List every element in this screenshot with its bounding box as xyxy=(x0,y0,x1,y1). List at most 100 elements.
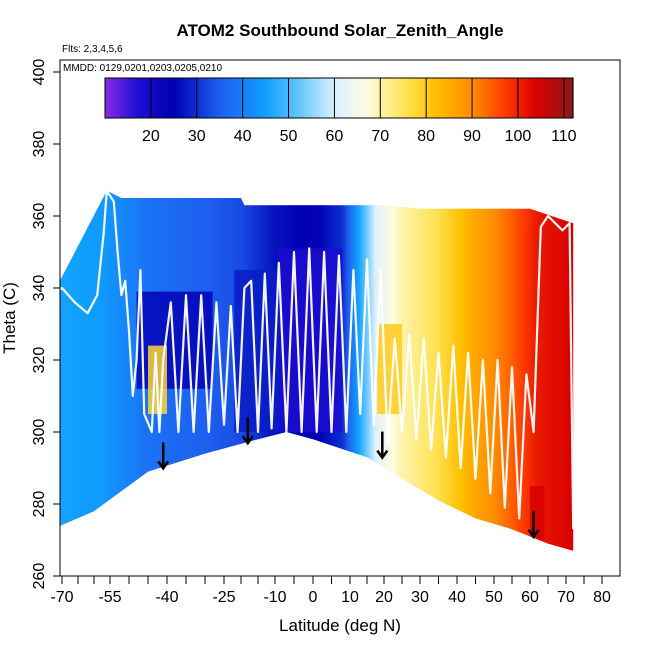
data-strip xyxy=(549,190,553,551)
colorbar-segment xyxy=(137,78,141,118)
colorbar-tick-label: 20 xyxy=(142,128,160,145)
flights-note: Flts: 2,3,4,5,6 xyxy=(62,44,123,55)
data-strip xyxy=(537,190,540,551)
data-strip xyxy=(553,190,556,551)
data-strip xyxy=(368,190,371,551)
colorbar-segment xyxy=(233,78,237,118)
data-strip xyxy=(108,190,111,551)
colorbar-segment xyxy=(364,78,368,118)
data-strip xyxy=(486,190,490,551)
colorbar-segment xyxy=(263,78,267,118)
colorbar-segment xyxy=(256,78,260,118)
colorbar-segment xyxy=(196,78,200,118)
data-strip xyxy=(224,190,227,551)
colorbar-segment xyxy=(446,78,450,118)
data-strip xyxy=(492,190,495,551)
colorbar-segment xyxy=(189,78,193,118)
colorbar-segment xyxy=(240,78,244,118)
colorbar-segment xyxy=(355,78,358,118)
data-strip xyxy=(434,190,438,551)
colorbar-segment xyxy=(228,78,232,118)
data-strip xyxy=(76,190,79,551)
data-strip xyxy=(431,190,434,551)
data-strip xyxy=(562,190,565,551)
colorbar-segment xyxy=(396,78,400,118)
data-strip xyxy=(73,190,76,551)
flight-tracks xyxy=(60,189,575,530)
colorbar: 20 30 40 50 60 70 80 90 100 110 xyxy=(104,77,577,145)
colorbar-segment xyxy=(251,78,255,118)
data-strip xyxy=(60,190,63,551)
data-strip xyxy=(123,190,126,551)
data-strip xyxy=(542,190,545,551)
colorbar-segment xyxy=(504,78,508,118)
colorbar-segment xyxy=(300,78,303,118)
colorbar-segment xyxy=(316,78,319,118)
data-strip xyxy=(521,190,524,551)
colorbar-segment xyxy=(160,78,163,118)
colorbar-segment xyxy=(107,78,111,118)
colorbar-segment xyxy=(405,78,409,118)
data-strip xyxy=(367,190,370,551)
data-strip xyxy=(402,190,405,551)
colorbar-segment xyxy=(116,78,120,118)
data-strip xyxy=(558,190,562,551)
colorbar-segment xyxy=(212,78,216,118)
colorbar-segment xyxy=(199,78,202,118)
data-strip xyxy=(65,190,68,551)
colorbar-segment xyxy=(155,78,159,118)
colorbar-segment xyxy=(536,78,540,118)
x-tick-label: -55 xyxy=(98,589,121,606)
data-strip xyxy=(132,190,136,551)
colorbar-segment xyxy=(265,78,269,118)
colorbar-segment xyxy=(352,78,356,118)
y-tick-label: 380 xyxy=(31,131,48,158)
colorbar-segment xyxy=(456,78,459,118)
data-strip xyxy=(358,190,361,551)
colorbar-segment xyxy=(176,78,180,118)
data-strip xyxy=(353,190,356,551)
data-strip xyxy=(464,190,467,551)
colorbar-segment xyxy=(345,78,349,118)
data-strip xyxy=(103,190,106,551)
colorbar-segment xyxy=(460,78,464,118)
colorbar-segment xyxy=(403,78,407,118)
data-strip xyxy=(475,190,478,551)
data-strip xyxy=(62,190,65,551)
y-axis: 260 280 300 320 340 360 380 400 xyxy=(31,59,60,589)
x-tick-label: 0 xyxy=(309,589,318,606)
data-strip xyxy=(432,190,436,551)
colorbar-segment xyxy=(437,78,441,118)
colorbar-segment xyxy=(270,78,274,118)
colorbar-segment xyxy=(288,78,292,118)
x-axis-label: Latitude (deg N) xyxy=(279,616,401,635)
colorbar-segment xyxy=(391,78,395,118)
colorbar-segment xyxy=(478,78,482,118)
data-strip xyxy=(557,190,560,551)
colorbar-segment xyxy=(157,78,161,118)
colorbar-segment xyxy=(185,78,189,118)
colorbar-segment xyxy=(318,78,322,118)
colorbar-tick-label: 50 xyxy=(280,128,298,145)
colorbar-segment xyxy=(508,78,512,118)
colorbar-segment xyxy=(249,78,253,118)
colorbar-segment xyxy=(467,78,471,118)
colorbar-segment xyxy=(350,78,354,118)
arrow-marker xyxy=(527,510,540,539)
x-tick-label: 70 xyxy=(557,589,575,606)
data-strip xyxy=(344,190,347,551)
data-strip xyxy=(82,190,85,551)
colorbar-segment xyxy=(428,78,432,118)
data-strip xyxy=(546,190,549,551)
colorbar-segment xyxy=(435,78,439,118)
data-strip xyxy=(539,190,542,551)
colorbar-segment xyxy=(150,78,154,118)
data-strip xyxy=(372,190,375,551)
colorbar-segment xyxy=(226,78,230,118)
data-strip xyxy=(566,190,569,551)
data-strip xyxy=(484,190,488,551)
data-strip xyxy=(499,190,502,551)
colorbar-segment xyxy=(545,78,549,118)
data-strip xyxy=(100,190,103,551)
data-strip xyxy=(412,190,416,551)
